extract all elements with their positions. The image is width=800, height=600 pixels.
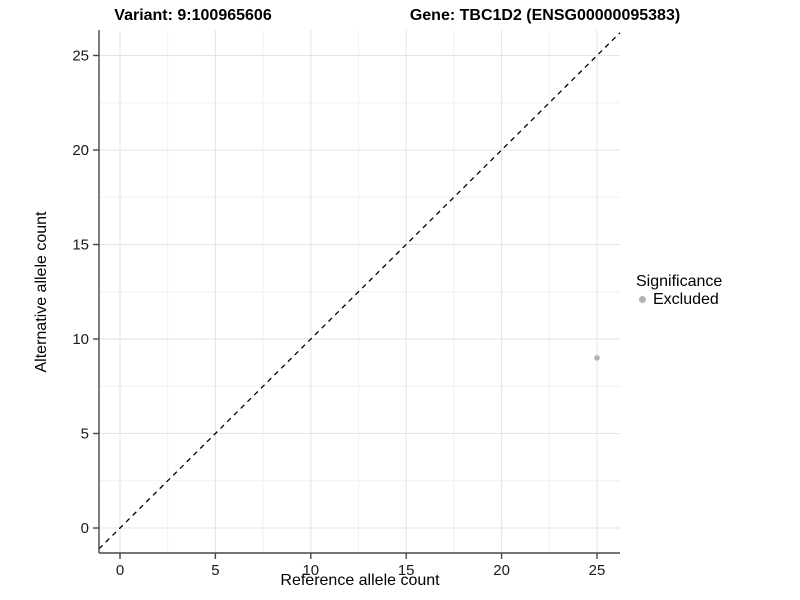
legend-entry-label: Excluded — [653, 291, 719, 308]
y-axis-label: Alternative allele count — [33, 211, 50, 373]
x-tick-label: 5 — [211, 562, 219, 579]
x-tick-label: 25 — [589, 562, 606, 579]
y-tick-label: 25 — [72, 48, 89, 65]
plot-title-variant: Variant: 9:100965606 — [114, 7, 272, 24]
data-point — [594, 355, 600, 361]
legend-title: Significance — [636, 273, 723, 290]
identity-reference-line — [98, 32, 621, 550]
x-tick-label: 15 — [398, 562, 415, 579]
legend-entry: Excluded — [636, 291, 722, 308]
y-tick-label: 20 — [72, 142, 89, 159]
legend-point-icon — [639, 296, 646, 303]
y-tick-label: 15 — [72, 237, 89, 254]
x-axis-label: Reference allele count — [280, 572, 440, 589]
y-tick-label: 10 — [72, 331, 89, 348]
x-tick-label: 10 — [302, 562, 319, 579]
y-tick-label: 0 — [81, 520, 89, 537]
legend: Significance Excluded — [636, 273, 722, 308]
plot-title-gene: Gene: TBC1D2 (ENSG00000095383) — [409, 7, 681, 24]
x-tick-label: 20 — [493, 562, 510, 579]
y-tick-label: 5 — [81, 426, 89, 443]
x-tick-label: 0 — [116, 562, 124, 579]
